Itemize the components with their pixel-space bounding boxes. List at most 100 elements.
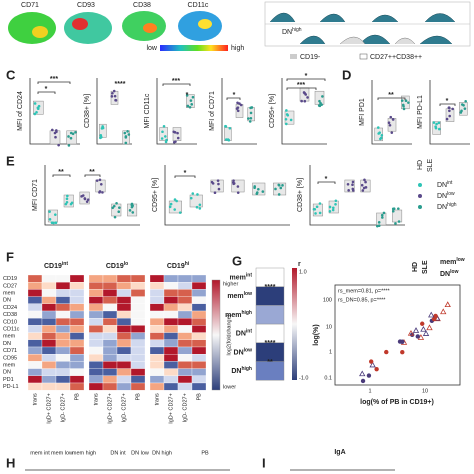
dot — [224, 138, 228, 141]
label-base: mem — [227, 293, 243, 300]
dot — [48, 210, 51, 213]
heat-cell — [88, 310, 104, 319]
point — [428, 311, 435, 318]
r-colorbar — [292, 268, 297, 380]
heat-cell — [149, 289, 165, 297]
dot — [400, 99, 404, 102]
heat-cell — [69, 332, 85, 340]
dot — [195, 205, 199, 209]
dot — [284, 117, 288, 121]
dot — [402, 107, 406, 111]
dot — [54, 213, 57, 216]
significance: **** — [115, 81, 126, 88]
heat-cell — [149, 296, 165, 304]
dot — [397, 220, 401, 223]
dot — [67, 135, 70, 138]
bracket — [37, 91, 56, 94]
heat-cell — [149, 354, 165, 362]
heat-cell — [41, 318, 57, 326]
dot — [74, 130, 77, 134]
marker-label: CD38 — [133, 2, 151, 9]
panel-d: D — [342, 67, 351, 82]
label-base: DN — [437, 193, 447, 200]
heat-cell — [130, 296, 146, 304]
y-tick: 10 — [326, 324, 332, 330]
dot — [52, 221, 55, 225]
dot — [236, 191, 240, 194]
dot — [51, 128, 54, 132]
heat-cell — [191, 339, 207, 348]
dot — [257, 187, 260, 191]
dot — [169, 202, 173, 206]
dot — [64, 202, 68, 206]
dot — [101, 191, 104, 194]
heat-cell — [88, 282, 104, 290]
axis — [429, 80, 470, 145]
colorbar-title: log2(foldchange) — [226, 314, 232, 355]
dot — [191, 95, 195, 99]
heat-cell — [27, 282, 43, 290]
dot — [213, 191, 217, 195]
heat-cell — [149, 318, 165, 326]
heat-cell — [102, 289, 118, 297]
dot — [217, 182, 220, 186]
heat-cell — [116, 332, 132, 340]
y-label: MFI CD71 — [32, 179, 39, 211]
dot — [86, 198, 90, 201]
hist-peaks — [299, 34, 453, 45]
point — [412, 327, 420, 333]
dot — [331, 206, 335, 210]
dot — [113, 94, 117, 98]
row-label: mem — [3, 334, 16, 340]
dot — [111, 206, 114, 210]
dot — [131, 211, 135, 214]
dot — [289, 118, 293, 122]
legend-label: DNhigh — [437, 202, 457, 211]
label: memint — [230, 273, 253, 282]
y-tick: 0.1 — [324, 375, 332, 381]
panel-f: F CD19CD27memDNCD24CD38CD10CD11cmemDNCD7… — [3, 249, 238, 423]
axis — [96, 78, 132, 145]
heat-cell — [130, 289, 146, 297]
label: DNlow — [234, 348, 253, 357]
point — [359, 370, 366, 377]
label-sup: int — [246, 273, 252, 279]
bracket — [162, 83, 191, 86]
heat-cell — [41, 325, 57, 333]
dot — [66, 194, 69, 198]
umap — [8, 12, 56, 44]
heat-cell — [163, 296, 179, 304]
color-scale — [160, 45, 228, 51]
box — [459, 102, 468, 116]
heat-cell — [41, 289, 57, 297]
label-base: CD19 — [106, 263, 124, 270]
heat-cell — [130, 332, 146, 340]
heat-cell — [149, 332, 165, 340]
heat-cell — [88, 296, 104, 304]
axis — [309, 165, 405, 226]
heat-cell — [102, 361, 118, 369]
y-label: CD38+ [%] — [84, 94, 91, 128]
dot — [351, 180, 355, 184]
heat-cell — [55, 310, 71, 319]
heat-cell — [163, 274, 179, 283]
col-label: IgD+ CD27+ — [107, 393, 113, 424]
heat-cell — [130, 382, 146, 391]
heat-cell — [88, 325, 104, 333]
label-sup: high — [241, 310, 252, 316]
dot — [318, 104, 322, 108]
dot — [390, 131, 394, 134]
bracket — [84, 174, 101, 177]
legend-swatch — [359, 53, 368, 60]
dot — [351, 183, 354, 187]
label-sup: low — [447, 191, 455, 197]
point — [400, 350, 405, 355]
x-tick: 1 — [368, 388, 371, 394]
dot — [54, 135, 57, 139]
dot — [198, 207, 202, 210]
dot — [126, 130, 129, 133]
heat-cell — [149, 303, 165, 312]
label: DNint — [236, 329, 253, 338]
heat-cell — [88, 368, 104, 376]
